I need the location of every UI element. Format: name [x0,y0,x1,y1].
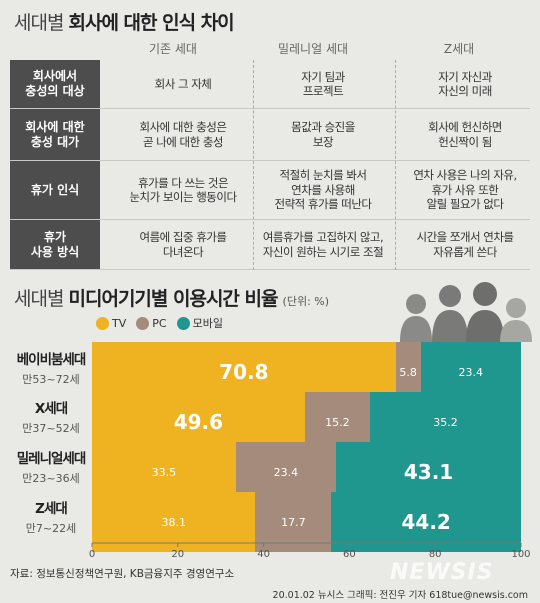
table-cell: 자기 팀과 프로젝트 [301,69,345,98]
source-note: 자료: 정보통신정책연구원, KB금융지주 경영연구소 [10,568,235,580]
bar-value-label: 49.6 [173,410,224,434]
graphic-credit: 20.01.02 뉴시스 그래픽: 전진우 기자 618tue@newsis.c… [272,590,528,601]
legend-label-pc: PC [152,316,167,330]
table-row: 휴가 인식 휴가를 다 쓰는 것은 눈치가 보이는 행동이다 적절히 눈치를 봐… [10,161,530,220]
table-title-prefix: 세대별 [14,12,64,34]
category-name: X세대 [34,401,68,417]
legend-swatch-pc [136,316,150,330]
person-head-icon [406,294,426,314]
legend-label-tv: TV [112,316,127,330]
table-cell: 연차 사용은 나의 자유, 휴가 사유 또한 알릴 필요가 없다 [413,168,517,212]
table-row: 회사에서 충성의 대상 회사 그 자체 자기 팀과 프로젝트 자기 자신과 자신… [10,60,530,109]
bar-value-label: 15.2 [325,415,350,429]
legend-item-tv: TV [96,316,127,330]
column-header-traditional: 기존 세대 [149,42,197,56]
legend-swatch-tv [96,316,109,330]
person-head-icon [439,285,461,307]
bar-value-label: 70.8 [219,360,269,384]
person-head-icon [473,282,497,306]
bar-tv: 38.1 [92,492,256,552]
column-divider [253,60,254,270]
table-cell: 회사 그 자체 [154,76,212,91]
person-body-icon [466,310,504,342]
table-cell: 여름휴가를 고집하지 않고, 자신이 원하는 시기로 조절 [262,230,384,259]
category-name: Z세대 [35,501,68,517]
x-tick-label: 100 [511,549,531,560]
legend-swatch-mobile [176,316,190,330]
person-body-icon [500,320,532,342]
table-cell: 휴가를 다 쓰는 것은 눈치가 보이는 행동이다 [129,175,237,204]
row-label: 휴가 사용 방식 [10,220,100,269]
legend-item-mobile: 모바일 [176,315,223,331]
family-illustration [400,282,532,342]
table-title: 세대별 회사에 대한 인식 차이 [14,8,235,35]
bar-mobile: 44.2 [331,492,521,552]
table-cell: 회사에 대한 충성은 곧 나에 대한 충성 [139,120,227,149]
table-row: 회사에 대한 충성 대가 회사에 대한 충성은 곧 나에 대한 충성 몸값과 승… [10,109,530,161]
bar-value-label: 17.7 [281,515,306,529]
category-age: 만53~72세 [22,373,80,386]
person-head-icon [506,298,526,318]
chart-title-prefix: 세대별 [14,288,64,310]
x-tick-label: 80 [428,549,442,560]
bar-value-label: 33.5 [151,465,177,479]
category-label: 베이비붐세대 만53~72세 [10,348,92,387]
newsis-watermark: NEWSIS [390,560,494,585]
person-body-icon [432,310,468,342]
table-cell: 적절히 눈치를 봐서 연차를 사용해 전략적 휴가를 떠난다 [274,168,372,212]
category-name: 베이비붐세대 [16,352,87,368]
chart-unit: (단위: %) [282,295,330,308]
legend-item-pc: PC [136,316,167,330]
x-tick-label: 0 [88,549,96,560]
category-age: 만23~36세 [22,472,80,485]
bar-value-label: 23.4 [458,365,484,379]
x-tick-label: 20 [171,549,185,560]
bar-value-label: 44.2 [401,510,451,534]
category-label: 밀레니얼세대 만23~36세 [10,447,92,486]
row-label: 휴가 인식 [10,161,100,219]
table-row: 휴가 사용 방식 여름에 집중 휴가를 다녀온다 여름휴가를 고집하지 않고, … [10,220,530,270]
legend-label-mobile: 모바일 [192,317,223,330]
column-header-genz: Z세대 [443,42,475,56]
table-cell: 시간을 쪼개서 연차를 자유롭게 쓴다 [416,230,514,259]
bar-value-label: 5.8 [399,365,417,379]
x-tick-label: 40 [257,549,270,560]
category-age: 만7~22세 [25,522,77,535]
table-cell: 몸값과 승진을 보장 [291,120,355,149]
column-header-millennial: 밀레니얼 세대 [277,42,349,56]
chart-title-main: 미디어기기별 이용시간 비율 [68,288,279,310]
category-age: 만37~52세 [22,422,80,435]
bar-value-label: 38.1 [161,515,186,529]
table-title-main: 회사에 대한 인식 차이 [68,12,235,34]
row-label: 회사에서 충성의 대상 [10,60,100,108]
category-label: X세대 만37~52세 [10,397,92,436]
bar-value-label: 43.1 [403,460,454,484]
table-cell: 자기 자신과 자신의 미래 [438,69,492,98]
table-cell: 회사에 헌신하면 헌신짝이 됨 [428,120,502,149]
table-cell: 여름에 집중 휴가를 다녀온다 [139,230,227,259]
row-label: 회사에 대한 충성 대가 [10,109,100,160]
chart-legend: TV PC 모바일 [96,315,223,331]
category-name: 밀레니얼세대 [16,451,87,467]
person-body-icon [400,316,432,342]
bar-pc: 17.7 [255,492,332,552]
x-tick-label: 60 [343,549,356,560]
bar-value-label: 35.2 [433,415,458,429]
bar-value-label: 23.4 [273,465,299,479]
column-divider [395,60,396,270]
category-label: Z세대 만7~22세 [10,497,92,536]
chart-title: 세대별 미디어기기별 이용시간 비율 (단위: %) [14,284,329,311]
